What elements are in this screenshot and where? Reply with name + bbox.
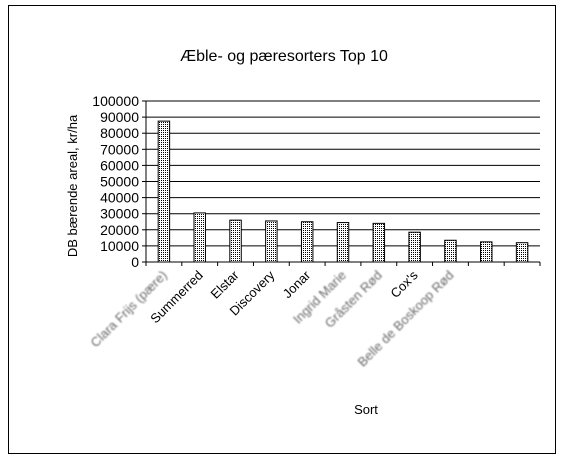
bar [193,212,206,263]
bar [372,222,386,263]
y-tick-label: 50000 [100,174,139,190]
y-tick-label: 70000 [100,141,139,157]
gridlines [146,100,540,247]
y-tick-label: 60000 [100,157,139,173]
bar [480,241,493,263]
x-axis-label: Sort [354,402,378,417]
y-tick-label: 10000 [100,238,139,254]
y-tick-labels: 0100002000030000400005000060000700008000… [92,93,139,270]
chart-frame: Æble- og pæresorters Top 10 DB bærende a… [8,5,556,454]
y-tick-label: 30000 [100,206,139,222]
bar [336,222,350,263]
y-tick-label: 90000 [100,109,139,125]
y-tick-label: 20000 [100,222,139,238]
bar [408,231,421,263]
x-tick-labels: Clara Frijs (pære)Summerred ElstarDiscove… [87,267,456,370]
bar [265,220,278,263]
y-tick-label: 0 [131,254,139,270]
y-tick-label: 40000 [100,190,139,206]
chart-title: Æble- og pæresorters Top 10 [180,48,388,65]
bar [444,239,457,263]
y-axis-label: DB bærende areal, kr/ha [65,114,80,257]
y-tick-label: 100000 [92,93,139,109]
axes [142,100,541,266]
bars [157,120,529,263]
bar [229,219,242,263]
chart-svg: Æble- og pæresorters Top 10 DB bærende a… [65,48,541,417]
bar [515,242,529,263]
bar [300,221,314,263]
y-tick-label: 80000 [100,125,139,141]
bar [157,120,171,263]
x-tick-label: Cox's [387,267,421,301]
